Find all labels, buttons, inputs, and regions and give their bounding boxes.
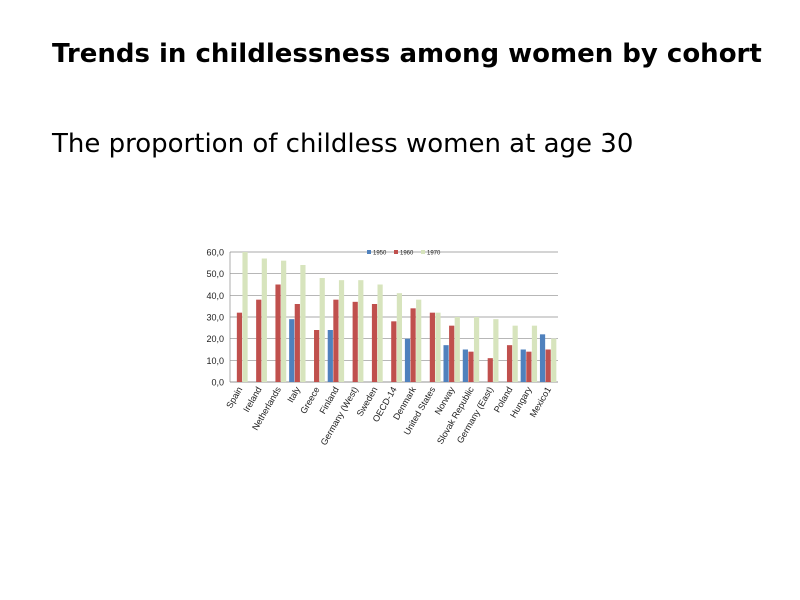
legend-swatch-1970 — [421, 250, 425, 254]
legend-swatch-1960 — [394, 250, 398, 254]
bar-1970 — [358, 280, 364, 382]
bar-1960 — [410, 308, 416, 382]
legend-label: 1950 — [373, 251, 387, 257]
legend-swatch-1950 — [367, 250, 371, 254]
bar-1950 — [462, 349, 468, 382]
childlessness-bar-chart: 0,010,020,030,040,050,060,0SpainIrelandN… — [206, 248, 558, 447]
bar-1960 — [294, 304, 300, 382]
bar-1970 — [416, 299, 422, 382]
x-tick-label: Germany (West) — [319, 385, 361, 447]
y-tick-label: 0,0 — [211, 378, 224, 388]
y-tick-label: 20,0 — [206, 334, 224, 344]
bar-1950 — [404, 338, 411, 382]
x-tick-label: Italy — [285, 385, 302, 405]
bar-1970 — [473, 317, 480, 382]
bar-1960 — [526, 351, 532, 382]
y-tick-label: 50,0 — [206, 269, 224, 279]
bar-1970 — [531, 325, 538, 382]
bar-1950 — [539, 334, 546, 382]
bar-1970 — [300, 265, 306, 382]
bar-1950 — [443, 345, 449, 382]
bar-1960 — [352, 301, 358, 382]
bar-1960 — [429, 312, 435, 382]
bar-1950 — [520, 349, 526, 382]
bar-1960 — [449, 325, 455, 382]
bar-1960 — [256, 299, 262, 382]
bar-1970 — [396, 293, 402, 382]
bar-1960 — [391, 321, 397, 382]
bar-1970 — [512, 325, 518, 382]
y-tick-label: 10,0 — [206, 356, 224, 366]
bar-1960 — [333, 299, 339, 382]
bar-1960 — [545, 349, 551, 382]
bar-1970 — [338, 280, 345, 382]
bar-1960 — [314, 330, 320, 382]
bar-1960 — [275, 284, 281, 382]
y-tick-label: 60,0 — [206, 248, 224, 258]
bar-1970 — [261, 258, 267, 382]
bar-1960 — [487, 358, 493, 382]
bar-1970 — [454, 317, 460, 382]
legend-label: 1970 — [427, 251, 441, 257]
legend-label: 1960 — [400, 251, 414, 257]
bar-1950 — [289, 319, 295, 382]
bar-1960 — [506, 345, 513, 382]
bar-1970 — [242, 252, 248, 382]
bar-1960 — [371, 304, 378, 382]
slide-title: Trends in childlessness among women by c… — [52, 39, 762, 69]
x-tick-label: Spain — [224, 385, 244, 410]
y-tick-label: 40,0 — [206, 291, 224, 301]
slide-subtitle: The proportion of childless women at age… — [52, 129, 634, 159]
bar-1970 — [551, 338, 557, 382]
bar-1960 — [468, 351, 474, 382]
bar-1960 — [236, 312, 243, 382]
bar-1970 — [435, 312, 441, 382]
bar-1970 — [281, 260, 287, 382]
bar-1950 — [327, 330, 333, 382]
bar-1970 — [377, 284, 383, 382]
y-tick-label: 30,0 — [206, 313, 224, 323]
bar-1970 — [493, 319, 499, 382]
bar-1970 — [319, 278, 325, 382]
